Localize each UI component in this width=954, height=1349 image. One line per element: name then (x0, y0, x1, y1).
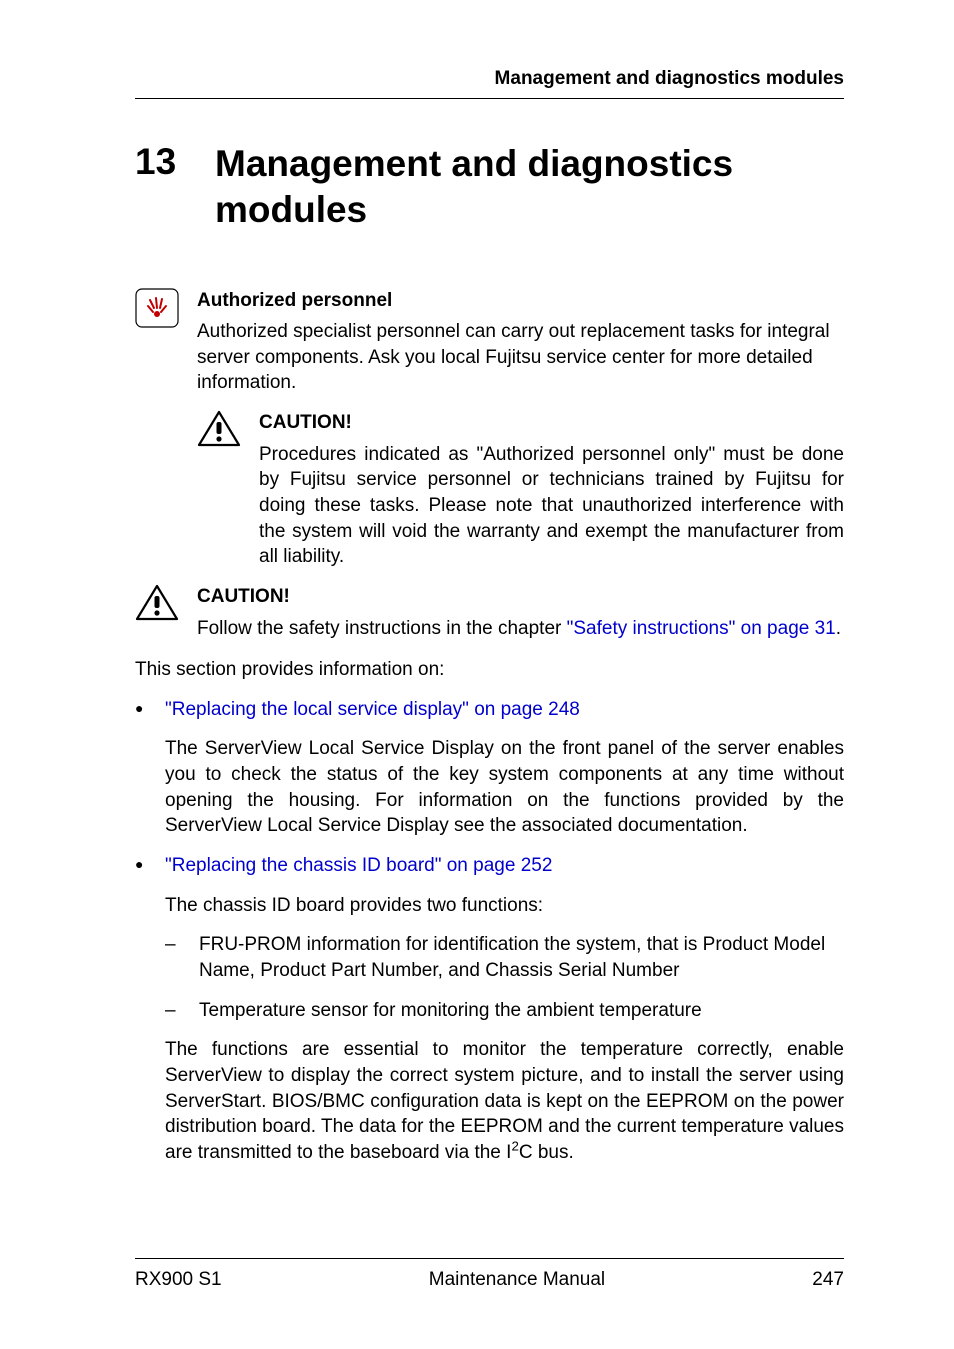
bullet1-desc: The ServerView Local Service Display on … (165, 736, 844, 839)
caution-inner-heading: CAUTION! (259, 410, 844, 436)
list-item: Temperature sensor for monitoring the am… (165, 998, 844, 1024)
safety-instructions-link[interactable]: "Safety instructions" on page 31 (567, 618, 836, 639)
chapter-number: 13 (135, 141, 215, 183)
footer-page-number: 247 (812, 1269, 844, 1291)
caution-inner-text: Procedures indicated as "Authorized pers… (259, 442, 844, 570)
bullet2-desc-sup: 2 (511, 1138, 518, 1153)
bullet2-intro: The chassis ID board provides two functi… (165, 893, 844, 919)
authorized-personnel-icon (135, 288, 179, 333)
caution-icon (135, 584, 179, 627)
list-item: "Replacing the chassis ID board" on page… (135, 853, 844, 1165)
caution-safety-heading: CAUTION! (197, 584, 844, 610)
authorized-personnel-callout: Authorized personnel Authorized speciali… (135, 288, 844, 570)
caution-safety-callout: CAUTION! Follow the safety instructions … (135, 584, 844, 641)
page-footer: RX900 S1 Maintenance Manual 247 (135, 1258, 844, 1291)
bullet2-desc-suffix: C bus. (519, 1142, 574, 1163)
caution-safety-suffix: . (836, 618, 841, 639)
authorized-text: Authorized specialist personnel can carr… (197, 319, 844, 396)
bullet2-desc: The functions are essential to monitor t… (165, 1037, 844, 1165)
list-item: "Replacing the local service display" on… (135, 697, 844, 839)
replacing-local-service-display-link[interactable]: "Replacing the local service display" on… (165, 699, 580, 720)
authorized-heading: Authorized personnel (197, 288, 844, 314)
chapter-title: Management and diagnostics modules (215, 141, 844, 234)
list-item: FRU-PROM information for identification … (165, 932, 844, 983)
bullet2-desc-prefix: The functions are essential to monitor t… (165, 1039, 844, 1163)
footer-model: RX900 S1 (135, 1269, 222, 1291)
chapter-heading: 13 Management and diagnostics modules (135, 141, 844, 234)
caution-icon (197, 432, 241, 453)
function-list: FRU-PROM information for identification … (165, 932, 844, 1023)
running-header: Management and diagnostics modules (135, 68, 844, 99)
caution-safety-prefix: Follow the safety instructions in the ch… (197, 618, 567, 639)
footer-title: Maintenance Manual (222, 1269, 813, 1291)
topic-list: "Replacing the local service display" on… (135, 697, 844, 1166)
caution-safety-text: Follow the safety instructions in the ch… (197, 616, 844, 642)
section-intro: This section provides information on: (135, 657, 844, 683)
replacing-chassis-id-board-link[interactable]: "Replacing the chassis ID board" on page… (165, 855, 552, 876)
caution-inner-callout: CAUTION! Procedures indicated as "Author… (197, 410, 844, 570)
